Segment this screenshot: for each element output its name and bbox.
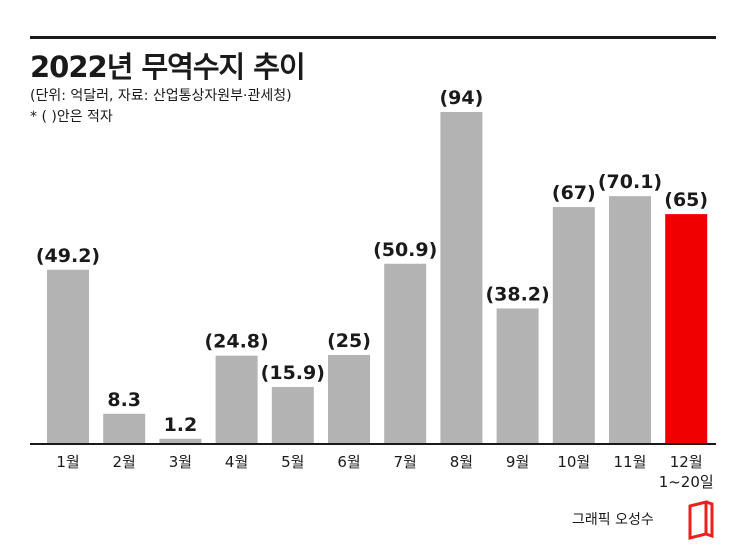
month-label-12-line-2: 1~20일 — [659, 473, 714, 491]
graphic-credit: 그래픽 오성수 — [572, 512, 654, 528]
month-label-1: 1월 — [56, 453, 79, 471]
month-label-5: 5월 — [281, 453, 304, 471]
bar-4 — [215, 355, 258, 443]
chart-title: 2022년 무역수지 추이 — [30, 50, 306, 84]
bar-2 — [103, 413, 146, 443]
bar-value-label-6: (25) — [327, 330, 371, 352]
month-label-11: 11월 — [614, 453, 647, 471]
month-label-8: 8월 — [450, 453, 473, 471]
chart-subtitle: (단위: 억달러, 자료: 산업통상자원부·관세청) — [30, 88, 292, 104]
bar-11 — [609, 196, 651, 443]
bar-7 — [384, 263, 427, 443]
bar-value-label-10: (67) — [552, 182, 596, 204]
bar-3 — [159, 438, 202, 443]
bar-value-label-2: 8.3 — [107, 389, 141, 411]
top-rule — [30, 36, 716, 39]
bar-value-label-7: (50.9) — [373, 239, 437, 261]
month-label-7: 7월 — [394, 453, 417, 471]
deficit-note: * ( )안은 적자 — [30, 109, 113, 125]
bar-value-label-1: (49.2) — [36, 245, 100, 267]
bar-9 — [496, 308, 539, 443]
bar-6 — [328, 354, 370, 443]
month-label-9: 9월 — [506, 453, 529, 471]
month-label-4: 4월 — [225, 453, 248, 471]
month-label-12-line-1: 12월 — [670, 453, 703, 471]
month-label-2: 2월 — [113, 453, 136, 471]
chart-baseline — [30, 443, 716, 445]
bar-value-label-9: (38.2) — [485, 283, 549, 305]
bar-value-label-11: (70.1) — [598, 171, 662, 193]
month-label-10: 10월 — [557, 453, 590, 471]
publisher-logo-icon — [688, 500, 714, 540]
bar-1 — [47, 269, 89, 443]
bar-value-label-8: (94) — [439, 87, 483, 109]
bar-value-label-3: 1.2 — [164, 414, 198, 436]
bar-5 — [271, 387, 314, 443]
bar-value-label-4: (24.8) — [204, 331, 268, 353]
month-label-6: 6월 — [337, 453, 360, 471]
bar-value-label-12: (65) — [664, 189, 708, 211]
bar-value-label-5: (15.9) — [261, 362, 325, 384]
bar-10 — [552, 207, 595, 443]
bar-12 — [665, 214, 708, 443]
month-label-3: 3월 — [169, 453, 192, 471]
bar-8 — [440, 112, 483, 443]
